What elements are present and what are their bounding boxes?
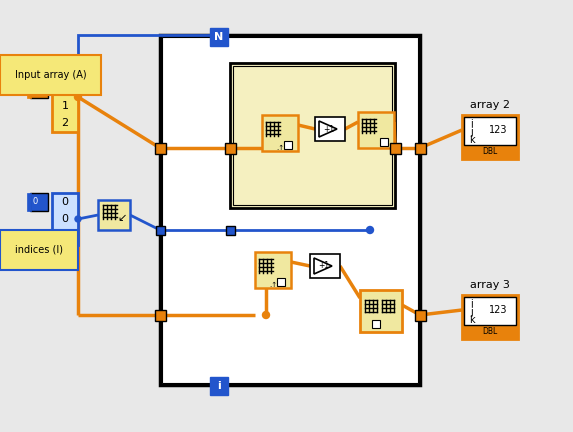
Circle shape (227, 227, 233, 233)
Text: N: N (214, 32, 223, 42)
Bar (155, 143, 166, 154)
Text: 1: 1 (61, 101, 69, 111)
Bar (358, 112, 394, 148)
Text: array 2: array 2 (470, 100, 510, 110)
Bar (162, 37, 418, 383)
Text: 0: 0 (61, 214, 69, 224)
Bar (464, 297, 516, 325)
Bar (277, 278, 285, 286)
Bar (415, 143, 426, 154)
Bar (462, 115, 518, 159)
Circle shape (262, 311, 269, 318)
Bar (415, 310, 426, 321)
Circle shape (74, 93, 81, 101)
Text: array 3: array 3 (470, 280, 510, 290)
Bar (52, 80, 78, 132)
Text: 123: 123 (489, 125, 507, 135)
Bar (156, 226, 165, 235)
Bar (230, 63, 395, 208)
Bar (255, 252, 291, 288)
Bar (372, 320, 380, 328)
Circle shape (367, 226, 374, 234)
Text: k: k (469, 315, 475, 325)
Bar (360, 290, 402, 332)
Bar (98, 200, 130, 230)
Bar (310, 254, 340, 278)
Text: 0: 0 (33, 85, 38, 93)
Bar (390, 143, 401, 154)
Bar (284, 141, 292, 149)
Bar (225, 143, 236, 154)
Text: j: j (470, 127, 473, 137)
Text: 0: 0 (33, 197, 38, 206)
Circle shape (156, 311, 163, 318)
Bar (380, 138, 388, 146)
Bar (315, 117, 345, 141)
Text: 123: 123 (489, 305, 507, 315)
Polygon shape (319, 121, 337, 137)
Bar (464, 117, 516, 145)
Bar (27, 193, 31, 211)
Circle shape (156, 144, 163, 152)
Text: i: i (470, 119, 473, 129)
Bar (210, 28, 228, 46)
Text: .↑: .↑ (276, 145, 284, 151)
Text: .↑: .↑ (269, 282, 277, 288)
Text: 0: 0 (61, 84, 69, 94)
Text: +1: +1 (323, 124, 335, 133)
Bar (160, 35, 420, 385)
Bar (262, 115, 298, 151)
Bar (462, 295, 518, 339)
Bar (52, 193, 78, 245)
Text: indices (I): indices (I) (15, 245, 63, 255)
Bar (233, 66, 392, 205)
Text: Input array (A): Input array (A) (15, 70, 87, 80)
Text: i: i (217, 381, 221, 391)
Text: DBL: DBL (482, 146, 497, 156)
Text: i: i (470, 299, 473, 309)
Bar (210, 377, 228, 395)
Text: DBL: DBL (482, 327, 497, 336)
Bar (27, 80, 31, 98)
Text: k: k (469, 135, 475, 145)
Text: 0: 0 (61, 197, 69, 207)
Text: 1: 1 (61, 231, 69, 241)
Text: j: j (470, 307, 473, 317)
Text: ↙: ↙ (117, 213, 127, 223)
Text: 2: 2 (61, 118, 69, 128)
Bar (155, 310, 166, 321)
Bar (226, 226, 235, 235)
Text: +1: +1 (319, 261, 329, 270)
Circle shape (75, 216, 81, 222)
Bar (30, 193, 48, 211)
Polygon shape (314, 258, 332, 274)
Bar (30, 80, 48, 98)
